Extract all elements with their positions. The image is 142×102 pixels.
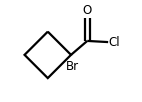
Text: Br: Br [66, 60, 79, 73]
Text: O: O [83, 4, 92, 17]
Text: Cl: Cl [109, 36, 120, 49]
